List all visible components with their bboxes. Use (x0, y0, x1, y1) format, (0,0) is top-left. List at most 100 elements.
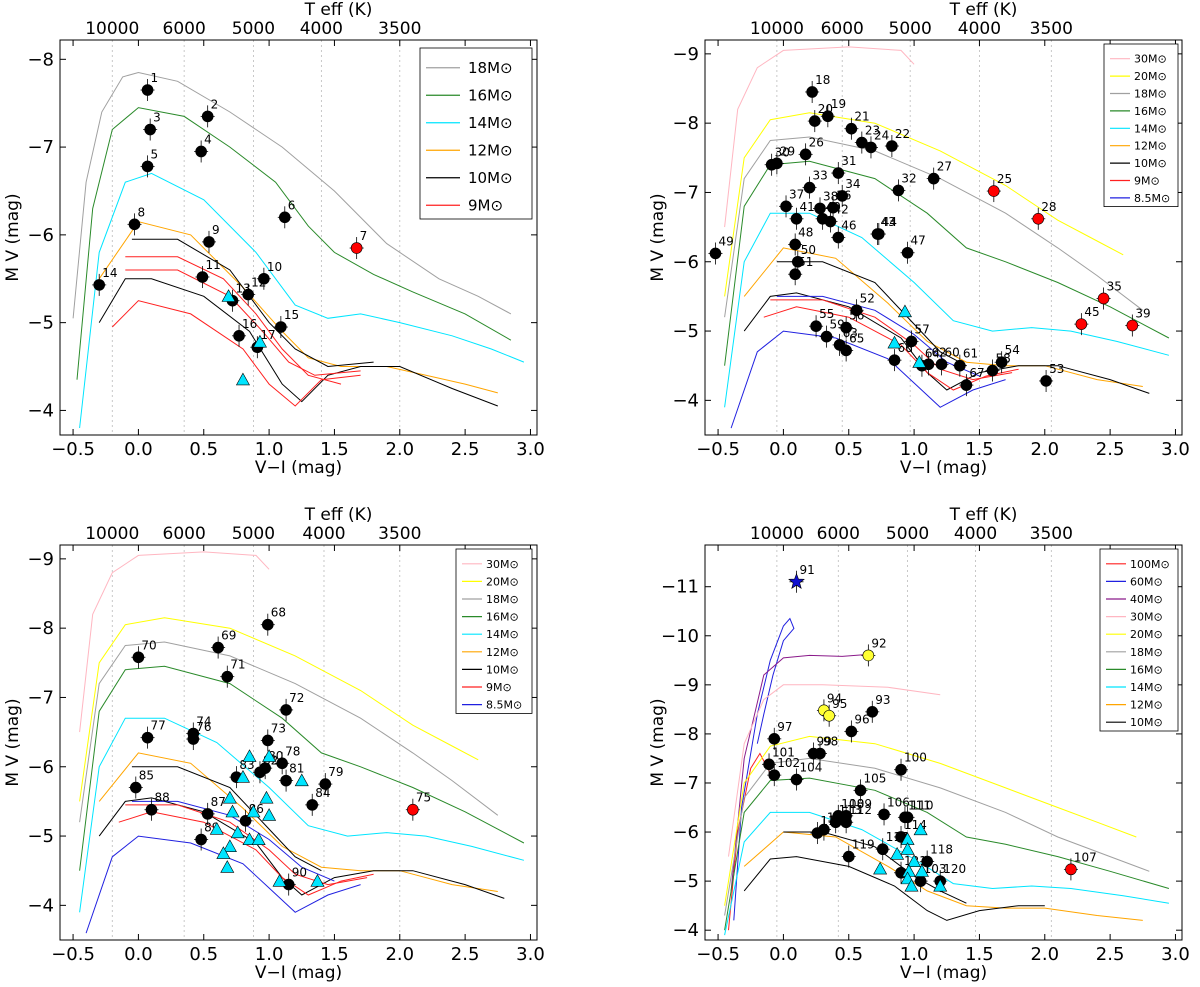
y-tick-label: −5 (672, 321, 699, 342)
track-line (763, 306, 1019, 391)
track-line (125, 804, 368, 886)
star-marker-48 (789, 238, 801, 251)
star-marker-70 (132, 651, 145, 664)
y-tick-label: −6 (27, 757, 54, 778)
star-label: 20 (818, 102, 833, 116)
teff-tick-label: 4000 (954, 524, 997, 544)
legend-label: 16M⊙ (1130, 663, 1163, 676)
star-label: 37 (789, 187, 804, 201)
teff-tick-label: 4000 (302, 524, 345, 544)
star-marker-89 (195, 833, 207, 846)
star-marker-57 (905, 335, 918, 348)
track-line (131, 800, 335, 882)
cyan-triangle-marker (251, 832, 266, 846)
star-label: 13 (236, 282, 251, 296)
cyan-triangle-marker (310, 873, 325, 887)
top-axis-title: T eff (K) (949, 0, 1018, 20)
top-axis-title: T eff (K) (304, 0, 373, 20)
star-label: 66 (897, 341, 912, 355)
x-tick-label: 0.5 (189, 439, 218, 460)
star-label: 46 (841, 219, 856, 233)
star-label: 87 (211, 795, 226, 809)
star-marker-9 (203, 236, 215, 248)
x-tick-label: 1.0 (255, 944, 284, 965)
star-marker-88 (145, 803, 158, 816)
star-marker-78 (276, 757, 288, 770)
cyan-triangle-marker (235, 770, 250, 783)
star-label: 64 (925, 347, 940, 361)
legend-label: 18M⊙ (1134, 87, 1167, 100)
track-line (743, 247, 1143, 387)
cyan-triangle-marker (900, 842, 915, 855)
x-tick-label: 3.0 (1161, 944, 1190, 965)
legend-label: 60M⊙ (1130, 575, 1163, 588)
star-label: 120 (943, 862, 966, 876)
star-label: 76 (196, 720, 211, 734)
track-line (728, 752, 771, 931)
plot-frame (704, 544, 1183, 941)
star-marker-73 (261, 734, 274, 747)
teff-tick-label: 3500 (378, 524, 421, 544)
star-marker-105 (854, 784, 867, 797)
track-line (98, 278, 498, 407)
star-label: 110 (911, 798, 934, 812)
star-marker-77 (141, 731, 154, 744)
y-axis-title: M V (mag) (648, 193, 668, 281)
cyan-triangle-marker (216, 846, 231, 859)
teff-tick-label: 4000 (958, 19, 1001, 39)
cyan-triangle-marker (897, 304, 912, 318)
x-tick-label: 0.0 (124, 439, 153, 460)
track-line (724, 136, 1144, 318)
star-marker-54 (995, 356, 1008, 369)
star-label: 45 (1084, 305, 1099, 319)
star-marker-25 (988, 185, 1000, 197)
track-line (776, 261, 967, 367)
star-marker-86 (239, 815, 252, 827)
track-line (730, 330, 1006, 429)
cyan-triangle-marker (252, 334, 267, 348)
star-label: 36 (836, 189, 851, 203)
star-marker-91 (788, 572, 805, 589)
legend-label: 18M⊙ (1130, 646, 1163, 659)
legend-label: 9M⊙ (468, 197, 503, 215)
cyan-triangle-marker (221, 289, 236, 302)
star-marker-104 (790, 773, 803, 786)
star-label: 106 (887, 795, 910, 809)
track-line (724, 160, 1170, 366)
star-label: 33 (813, 169, 828, 183)
star-marker-99 (807, 747, 820, 760)
star-label: 96 (854, 712, 869, 726)
x-tick-label: 3.0 (1161, 439, 1190, 460)
star-label: 54 (1005, 343, 1020, 357)
track-line (724, 112, 1124, 297)
track-line (743, 831, 1143, 921)
star-label: 58 (996, 352, 1011, 366)
track-line (72, 71, 512, 319)
star-marker-34 (836, 190, 849, 202)
star-label: 12 (251, 276, 266, 290)
teff-tick-label: 5000 (232, 19, 275, 39)
star-label: 99 (816, 735, 831, 749)
cyan-triangle-marker (242, 832, 257, 846)
star-marker-93 (866, 706, 879, 718)
star-marker-24 (865, 141, 877, 154)
cyan-triangle-marker (873, 861, 888, 875)
star-label: 115 (827, 811, 850, 825)
star-marker-119 (842, 850, 855, 863)
star-label: 48 (798, 225, 813, 239)
star-label: 100 (904, 751, 927, 765)
legend-box (419, 47, 533, 220)
star-marker-56 (840, 321, 852, 334)
star-marker-60 (935, 358, 948, 371)
star-marker-21 (845, 122, 858, 135)
star-marker-18 (806, 86, 818, 98)
y-tick-label: −6 (27, 225, 54, 246)
star-label: 8 (137, 205, 145, 219)
star-marker-2 (201, 110, 214, 123)
plot-frame (59, 544, 538, 941)
legend-label: 12M⊙ (1134, 140, 1167, 153)
cyan-triangle-marker (222, 790, 237, 804)
star-label: 68 (271, 606, 286, 620)
cyan-triangle-marker (890, 847, 905, 860)
y-tick-label: −4 (672, 390, 699, 411)
